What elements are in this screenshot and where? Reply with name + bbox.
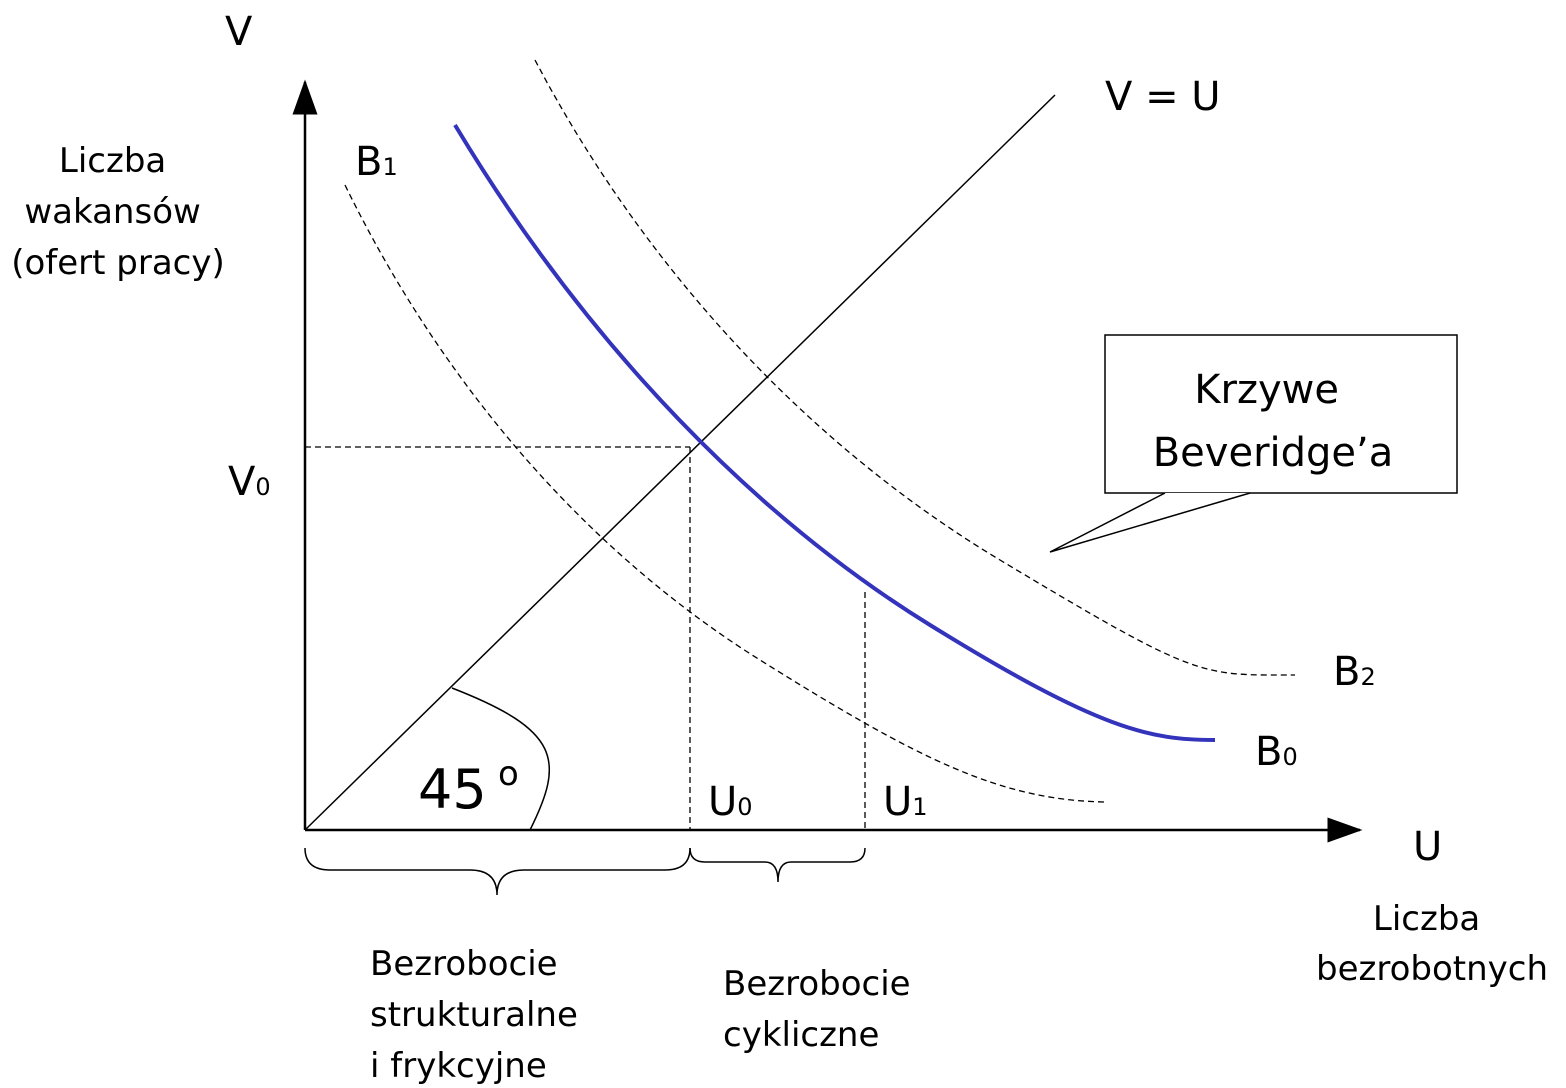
text-part: U <box>708 779 737 825</box>
label-u1: U1 <box>883 779 928 825</box>
text-part: wakansów <box>24 192 200 232</box>
callout-text: Krzywe Beveridge’a <box>1153 367 1394 476</box>
text-part: cykliczne <box>723 1015 879 1055</box>
text-part: 1 <box>912 793 927 821</box>
diagonal <box>304 94 1056 831</box>
text-part: Bezrobocie <box>723 964 911 1004</box>
angle-degree: o <box>498 754 519 794</box>
y-symbol: V <box>225 9 253 55</box>
callout-box <box>1104 334 1458 494</box>
curve-b1 <box>344 184 1106 803</box>
label-b2: B2 <box>1333 649 1376 695</box>
text-part: strukturalne <box>370 995 578 1035</box>
angle-arc <box>451 687 551 831</box>
brace-structural <box>304 847 691 896</box>
line-label: V = U <box>1105 74 1221 120</box>
x-symbol: U <box>1413 824 1442 870</box>
text-part: 0 <box>737 793 752 821</box>
text-part: i frykcyjne <box>370 1046 547 1086</box>
text-part: Liczba <box>1373 899 1480 939</box>
text-part: Liczba <box>59 141 166 181</box>
curve-b0 <box>453 123 1216 742</box>
label-b0: B0 <box>1255 729 1298 775</box>
label-b1: B1 <box>355 139 398 185</box>
text-part: Beveridge’a <box>1153 430 1394 476</box>
text-part: bezrobotnych <box>1316 949 1548 989</box>
brace-structural-label: Bezrobocie strukturalne i frykcyjne <box>370 944 589 1086</box>
text-part: Bezrobocie <box>370 944 558 984</box>
text-part: 1 <box>382 153 397 181</box>
callout-pointer <box>1049 492 1251 553</box>
text-part: Krzywe <box>1194 367 1339 413</box>
text-part: B <box>355 139 382 185</box>
label-u0: U0 <box>708 779 753 825</box>
text-part: V <box>228 459 256 505</box>
y-label: Liczba wakansów (ofert pracy) <box>11 141 225 283</box>
text-part: B <box>1255 729 1282 775</box>
brace-cyclical <box>689 847 866 883</box>
angle-number: 45 <box>418 758 487 821</box>
text-part: B <box>1333 649 1360 695</box>
text-part: 0 <box>255 473 270 501</box>
text-part: (ofert pracy) <box>11 243 225 283</box>
curve-b2 <box>534 59 1296 676</box>
label-v0: V0 <box>228 459 271 505</box>
brace-cyclical-label: Bezrobocie cykliczne <box>723 964 921 1055</box>
text-part: 0 <box>1282 743 1297 771</box>
x-label: Liczba bezrobotnych <box>1316 899 1548 989</box>
text-part: 2 <box>1360 663 1375 691</box>
text-part: U <box>883 779 912 825</box>
